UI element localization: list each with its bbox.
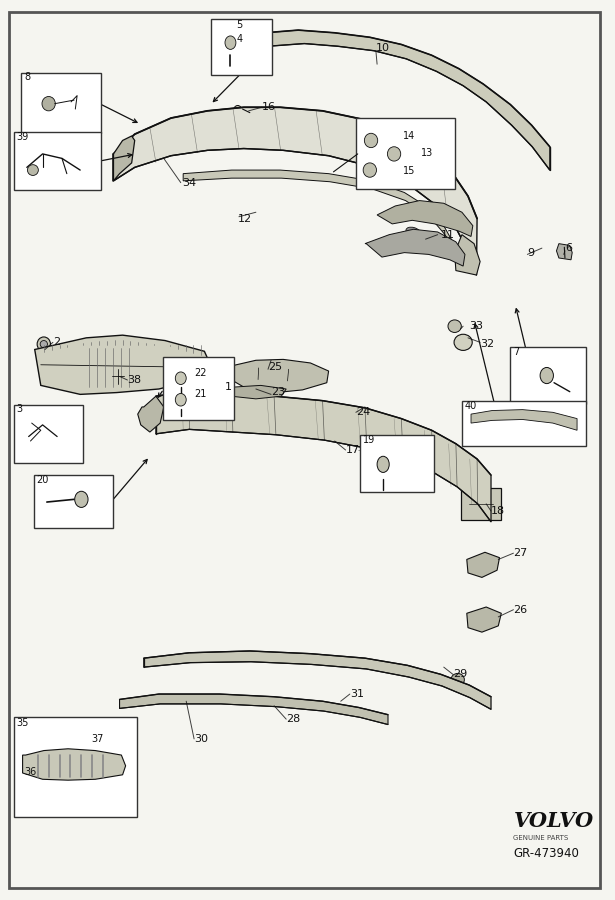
Text: 27: 27 [514,548,528,558]
Text: 12: 12 [238,213,252,223]
Text: 7: 7 [514,346,520,357]
Text: 16: 16 [262,103,276,112]
Text: 29: 29 [453,670,467,680]
Text: 14: 14 [403,130,415,140]
Text: 22: 22 [194,367,207,377]
Text: 40: 40 [464,400,477,410]
Text: 18: 18 [491,506,505,516]
Ellipse shape [175,372,186,384]
FancyBboxPatch shape [510,346,585,404]
Text: 36: 36 [25,767,37,777]
Ellipse shape [42,96,55,111]
Polygon shape [23,749,125,780]
FancyBboxPatch shape [357,118,455,189]
Ellipse shape [540,367,554,383]
Text: 26: 26 [514,605,528,615]
Polygon shape [471,410,577,430]
Polygon shape [119,694,388,724]
Text: VOLVO: VOLVO [514,811,593,831]
Text: 30: 30 [194,734,208,744]
FancyBboxPatch shape [461,488,501,520]
Polygon shape [557,244,572,260]
Text: 3: 3 [16,404,22,414]
FancyBboxPatch shape [462,400,586,446]
Polygon shape [183,170,456,255]
Ellipse shape [363,163,376,177]
Polygon shape [114,136,135,181]
Ellipse shape [406,227,421,237]
Ellipse shape [175,393,186,406]
Polygon shape [34,335,210,394]
Polygon shape [467,553,499,578]
FancyBboxPatch shape [33,475,113,528]
Text: 17: 17 [346,445,360,455]
Polygon shape [240,30,550,170]
Text: GR-473940: GR-473940 [514,847,579,860]
Ellipse shape [377,456,389,472]
Polygon shape [144,651,491,709]
Text: 13: 13 [421,148,433,157]
Ellipse shape [40,340,47,347]
Text: 24: 24 [356,408,370,418]
Polygon shape [365,230,465,266]
Ellipse shape [225,36,236,50]
Text: 20: 20 [36,475,49,485]
Polygon shape [156,392,491,522]
Ellipse shape [451,673,464,686]
Ellipse shape [74,491,88,508]
Text: 37: 37 [91,734,103,743]
Ellipse shape [234,105,242,116]
Text: 10: 10 [376,43,390,53]
FancyBboxPatch shape [22,73,101,133]
FancyBboxPatch shape [162,356,234,420]
Text: 34: 34 [182,177,196,187]
Ellipse shape [364,133,378,148]
Text: 8: 8 [25,72,31,82]
Ellipse shape [454,334,472,350]
Polygon shape [138,396,164,432]
Text: 4: 4 [237,34,243,44]
Text: 5: 5 [237,21,243,31]
Text: GENUINE PARTS: GENUINE PARTS [514,834,569,841]
Polygon shape [467,607,501,632]
Text: 11: 11 [441,230,454,239]
Text: 23: 23 [271,387,285,397]
Ellipse shape [90,348,129,386]
FancyBboxPatch shape [14,132,101,190]
Text: 6: 6 [565,243,572,253]
Ellipse shape [387,147,401,161]
Polygon shape [229,359,328,392]
Polygon shape [377,201,473,237]
Text: 35: 35 [16,718,28,728]
Text: 25: 25 [268,362,282,372]
Text: 9: 9 [528,248,534,257]
Text: 33: 33 [469,321,483,331]
Ellipse shape [28,165,38,176]
Text: 28: 28 [286,715,301,724]
Ellipse shape [37,337,50,351]
Text: 1: 1 [224,382,231,392]
Polygon shape [114,107,477,275]
Text: 19: 19 [363,435,375,445]
Text: 15: 15 [403,166,415,176]
Ellipse shape [448,320,461,332]
Text: 21: 21 [194,389,207,399]
Text: 2: 2 [53,338,60,347]
Text: 32: 32 [480,339,494,349]
Text: 31: 31 [350,689,364,699]
Polygon shape [454,235,480,275]
Ellipse shape [95,355,123,380]
FancyBboxPatch shape [360,435,434,492]
FancyBboxPatch shape [108,364,129,388]
Text: 39: 39 [16,132,28,142]
Polygon shape [231,385,286,399]
Text: 38: 38 [127,375,141,385]
FancyBboxPatch shape [211,19,272,75]
FancyBboxPatch shape [14,405,82,463]
FancyBboxPatch shape [14,717,137,817]
